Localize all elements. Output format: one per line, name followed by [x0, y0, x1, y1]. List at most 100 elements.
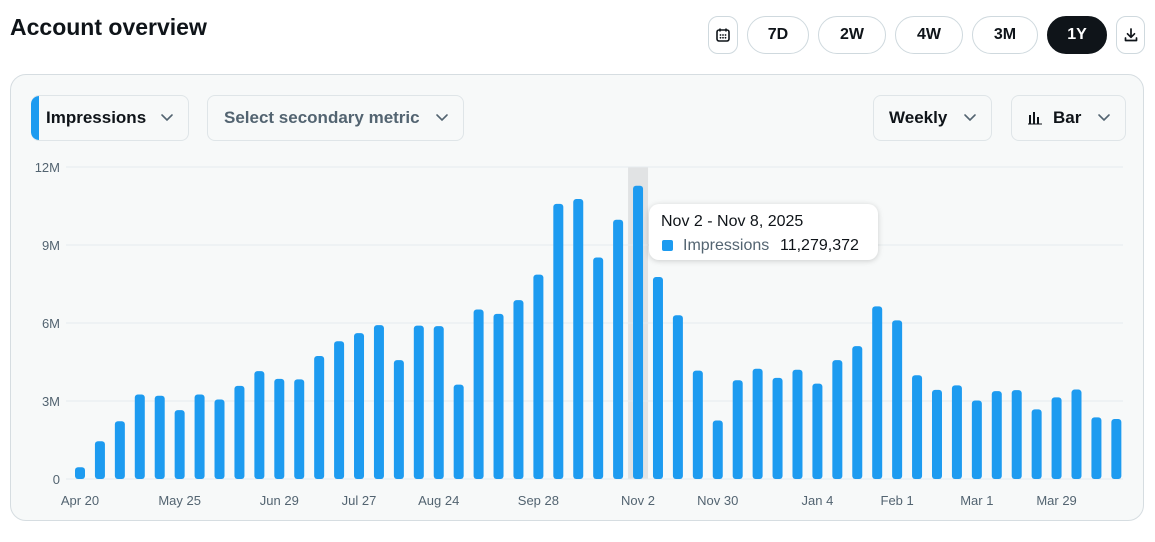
x-tick-label: Nov 30 [697, 493, 738, 508]
bar [373, 325, 384, 479]
bar [453, 384, 464, 479]
x-tick-label: Nov 2 [621, 493, 655, 508]
x-tick-label: Sep 28 [518, 493, 559, 508]
bar [513, 300, 524, 479]
bar [772, 377, 783, 479]
bar [533, 274, 544, 479]
bar [154, 395, 165, 479]
bar [812, 383, 823, 479]
primary-metric-label: Impressions [46, 108, 147, 127]
y-tick-label: 3M [42, 394, 60, 409]
calendar-button[interactable] [708, 16, 738, 54]
bar [393, 360, 404, 479]
bar [354, 333, 365, 479]
bar [912, 375, 923, 479]
bar [553, 203, 564, 480]
tooltip-series-name: Impressions [683, 237, 770, 254]
chevron-down-icon [964, 114, 976, 122]
bar [593, 257, 604, 479]
range-2w-button[interactable]: 2W [818, 16, 886, 54]
chart-type-label: Bar [1053, 108, 1082, 127]
bar [692, 370, 703, 479]
tooltip-value: 11,279,372 [780, 237, 859, 254]
bar [134, 394, 145, 479]
bar [633, 185, 644, 479]
bar [892, 320, 903, 479]
x-tick-label: Jan 4 [802, 493, 834, 508]
bar [792, 369, 803, 479]
bar [991, 391, 1002, 479]
chart-type-dropdown[interactable]: Bar [1011, 95, 1126, 141]
bar [334, 341, 345, 479]
bar [1051, 397, 1062, 479]
secondary-metric-label: Select secondary metric [224, 108, 420, 127]
bar [194, 394, 205, 479]
primary-metric-dropdown[interactable]: Impressions [31, 95, 189, 141]
range-7d-button[interactable]: 7D [747, 16, 809, 54]
x-tick-label: Mar 1 [960, 493, 993, 508]
y-tick-label: 12M [35, 160, 60, 175]
bar [732, 380, 743, 479]
range-1y-button[interactable]: 1Y [1047, 16, 1107, 54]
chart-tooltip: Nov 2 - Nov 8, 2025 Impressions 11,279,3… [649, 204, 878, 260]
bar [931, 389, 942, 479]
bar [752, 368, 763, 479]
y-tick-label: 0 [53, 472, 60, 487]
bar [254, 371, 265, 479]
bar [1071, 389, 1082, 479]
bar [1011, 390, 1022, 479]
bar [214, 399, 225, 479]
bar [314, 356, 325, 479]
bar [652, 276, 663, 479]
bar [433, 326, 444, 479]
bar [672, 315, 683, 479]
x-tick-label: Feb 1 [881, 493, 914, 508]
x-tick-label: May 25 [158, 493, 201, 508]
bar [613, 219, 624, 479]
bar [1091, 417, 1102, 479]
secondary-metric-dropdown[interactable]: Select secondary metric [207, 95, 464, 141]
bar [971, 400, 982, 479]
tooltip-series-swatch [662, 240, 673, 251]
range-4w-button[interactable]: 4W [895, 16, 963, 54]
x-tick-label: Mar 29 [1036, 493, 1076, 508]
bar [712, 420, 723, 479]
page-title: Account overview [10, 14, 207, 40]
interval-label: Weekly [889, 108, 948, 127]
bar [294, 379, 305, 479]
bar [573, 198, 584, 480]
interval-dropdown[interactable]: Weekly [873, 95, 992, 141]
chevron-down-icon [1098, 114, 1110, 122]
bar [872, 306, 883, 479]
bar [174, 410, 185, 479]
calendar-icon [716, 28, 730, 42]
x-tick-label: Apr 20 [61, 493, 99, 508]
bar [951, 385, 962, 479]
x-tick-label: Jul 27 [342, 493, 377, 508]
chevron-down-icon [161, 114, 173, 122]
x-tick-label: Aug 24 [418, 493, 459, 508]
bar [473, 309, 484, 479]
bar [1111, 418, 1122, 479]
bar [234, 385, 245, 479]
bar [1031, 409, 1042, 479]
bar-chart-icon [1028, 112, 1042, 125]
tooltip-date-range: Nov 2 - Nov 8, 2025 [661, 213, 804, 230]
bar [274, 378, 285, 479]
y-tick-label: 6M [42, 316, 60, 331]
bar [94, 441, 105, 479]
download-icon [1124, 28, 1137, 42]
metric-color-accent [31, 96, 39, 140]
range-3m-button[interactable]: 3M [972, 16, 1038, 54]
download-button[interactable] [1116, 16, 1145, 54]
bar [493, 313, 504, 479]
bar [75, 467, 85, 479]
bar [114, 421, 125, 479]
y-tick-label: 9M [42, 238, 60, 253]
bar [852, 346, 863, 479]
bar [832, 360, 843, 479]
x-tick-label: Jun 29 [260, 493, 299, 508]
bar [413, 325, 424, 479]
chevron-down-icon [436, 114, 448, 122]
